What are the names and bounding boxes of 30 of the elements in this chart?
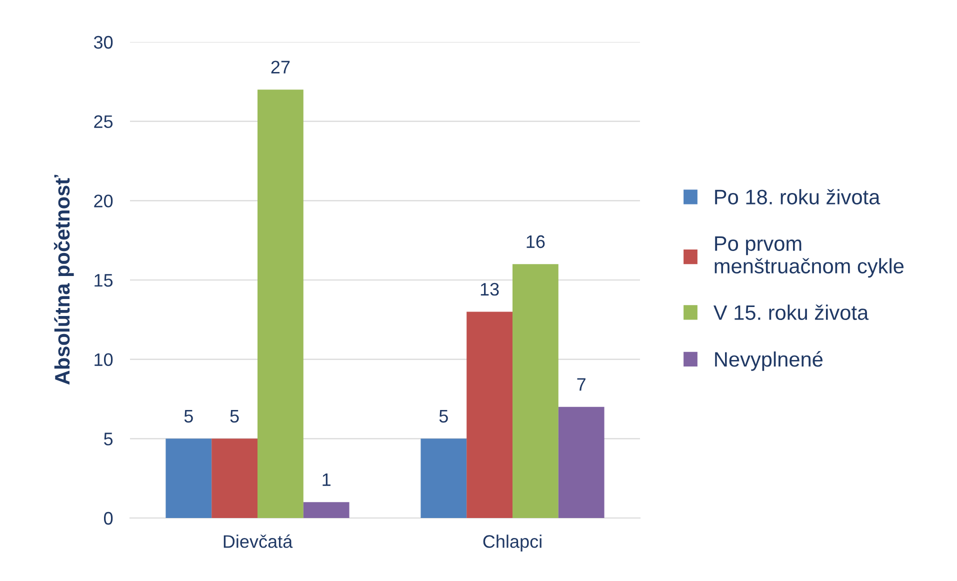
data-label: 5: [230, 410, 239, 423]
data-label: 13: [480, 282, 499, 296]
data-label: 16: [526, 235, 545, 248]
data-label: 1: [322, 473, 330, 486]
x-tick-label: Chlapci: [483, 534, 542, 552]
legend-label: Po 18. roku života: [715, 189, 880, 204]
y-tick-label: 30: [94, 36, 113, 49]
legend-label: Nevyplnené: [715, 351, 823, 371]
bar: [166, 438, 212, 518]
legend-label: Po prvom menštruačnom cykle: [714, 236, 904, 278]
bar: [512, 264, 558, 518]
y-tick-label: 0: [104, 512, 113, 525]
data-label: 27: [271, 60, 290, 74]
bar: [420, 438, 467, 518]
bar: [303, 502, 350, 518]
y-tick-label: 25: [94, 115, 113, 128]
x-tick-label: Dievčatá: [224, 534, 293, 548]
bar: [258, 90, 304, 518]
y-tick-label: 10: [94, 353, 113, 366]
bar: [558, 406, 604, 518]
legend-label: V 15. roku života: [714, 304, 869, 320]
y-tick-label: 5: [104, 432, 113, 446]
y-tick-label: 15: [94, 274, 113, 287]
data-label: 7: [577, 378, 586, 391]
y-axis-title: Absolútna početnosť: [54, 174, 74, 385]
bar: [212, 438, 258, 518]
data-label: 5: [184, 410, 193, 423]
data-label: 5: [439, 410, 448, 423]
y-tick-label: 20: [94, 194, 113, 208]
bar: [466, 312, 512, 518]
